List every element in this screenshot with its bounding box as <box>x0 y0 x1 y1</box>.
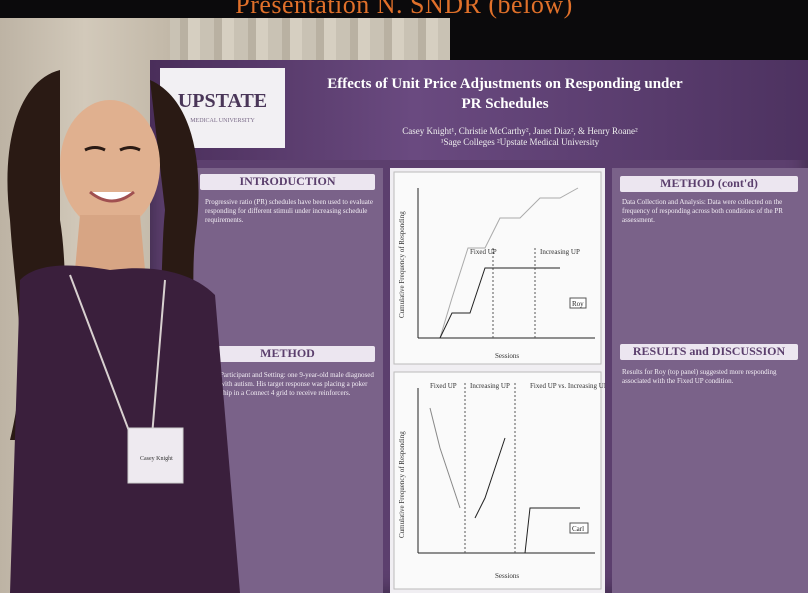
results-heading: RESULTS and DISCUSSION <box>620 344 798 360</box>
affiliations-line: ¹Sage Colleges ²Upstate Medical Universi… <box>440 137 600 147</box>
chart-carl-ylabel: Cumulative Frequency of Responding <box>398 431 406 538</box>
poster-authors: Casey Knight¹, Christie McCarthy², Janet… <box>370 126 670 148</box>
method-text: Participant and Setting: one 9-year-old … <box>220 371 374 397</box>
chart-carl: Cumulative Frequency of Responding Sessi… <box>393 371 605 590</box>
results-text: Results for Roy (top panel) suggested mo… <box>622 368 777 385</box>
chart-roy-ylabel: Cumulative Frequency of Responding <box>398 211 406 318</box>
name-badge <box>127 427 184 484</box>
smile <box>89 190 135 203</box>
neck <box>75 215 145 270</box>
eyes <box>84 146 141 152</box>
authors-line: Casey Knight¹, Christie McCarthy², Janet… <box>402 126 638 136</box>
introduction-text: Progressive ratio (PR) schedules have be… <box>205 198 373 224</box>
presenter-photo: Casey Knight <box>7 70 240 593</box>
chart-roy: Cumulative Frequency of Responding Sessi… <box>393 171 602 365</box>
poster-title: Effects of Unit Price Adjustments on Res… <box>327 76 683 112</box>
chart-roy-legend: Roy <box>572 300 584 308</box>
column-right: METHOD (cont'd) Data Collection and Anal… <box>612 168 808 593</box>
chart-carl-annotation-compare: Fixed UP vs. Increasing UP <box>530 382 605 390</box>
chart-carl-annotation-increasing: Increasing UP <box>470 382 510 390</box>
method-cont-heading: METHOD (cont'd) <box>620 176 798 192</box>
method-cont-text: Data Collection and Analysis: Data were … <box>622 198 783 224</box>
logo-subtext: MEDICAL UNIVERSITY <box>190 118 255 124</box>
logo-text: UPSTATE <box>177 90 268 112</box>
name-badge-text: Casey Knight <box>140 456 173 462</box>
chart-roy-annotation-fixed: Fixed UP <box>470 248 497 256</box>
chart-roy-xlabel: Sessions <box>495 352 519 360</box>
introduction-heading: INTRODUCTION <box>200 174 375 190</box>
method-heading: METHOD <box>200 346 375 362</box>
top <box>10 265 240 593</box>
chart-carl-xlabel: Sessions <box>495 572 519 580</box>
chart-carl-legend: Carl <box>572 525 584 533</box>
face <box>60 100 160 230</box>
chart-roy-annotation-increasing: Increasing UP <box>540 248 580 256</box>
chart-carl-annotation-fixed: Fixed UP <box>430 382 457 390</box>
top-caption: Presentation N. SNDR (below) <box>235 0 573 19</box>
column-middle: Cumulative Frequency of Responding Sessi… <box>390 168 605 593</box>
